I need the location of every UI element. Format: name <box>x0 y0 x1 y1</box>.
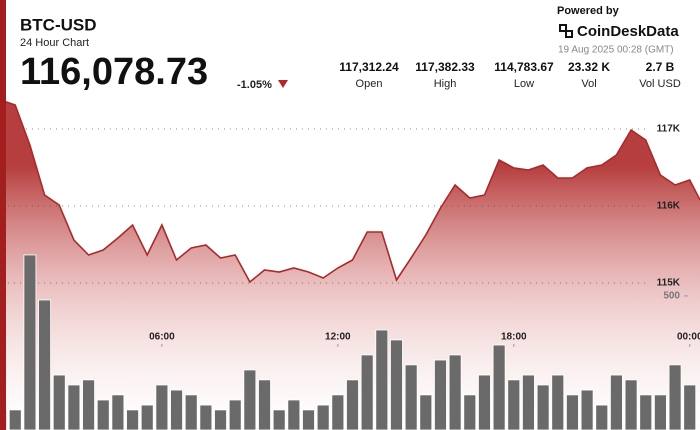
volume-bar <box>668 364 682 430</box>
symbol: BTC-USD <box>20 15 97 34</box>
stat-label: Vol USD <box>639 78 681 90</box>
volume-bar <box>302 409 315 430</box>
price: 116,078.73 <box>20 51 208 93</box>
timestamp: 19 Aug 2025 00:28 (GMT) <box>558 45 674 56</box>
volume-bar <box>551 374 565 430</box>
volume-bar <box>199 404 213 430</box>
volume-bar <box>67 384 81 430</box>
volume-bar <box>375 329 389 430</box>
stat-label: Open <box>356 78 383 90</box>
volume-bar <box>170 389 183 430</box>
volume-bar <box>463 394 477 430</box>
volume-bar <box>96 399 110 430</box>
volume-bar <box>243 369 257 430</box>
volume-bar <box>639 394 653 430</box>
y-tick-label: 117K <box>657 124 681 135</box>
volume-bar <box>23 254 37 430</box>
subtitle: 24 Hour Chart <box>20 37 89 49</box>
stat-value: 2.7 B <box>646 60 675 74</box>
x-tick-label: 12:00 <box>325 332 351 343</box>
volume-bar <box>419 394 433 430</box>
volume-bar <box>390 339 403 430</box>
volume-bar <box>492 344 506 430</box>
x-tick-label: 00:00 <box>677 332 700 343</box>
volume-bar <box>111 394 125 430</box>
price-area <box>0 100 700 430</box>
volume-bar <box>287 399 301 430</box>
stats: 117,312.24 Open 117,382.33 High 114,783.67 Lo… <box>339 60 681 90</box>
volume-bar <box>316 404 330 430</box>
volume-bar <box>654 394 667 430</box>
down-arrow <box>278 80 288 88</box>
stat-label: High <box>434 78 457 90</box>
line-layer <box>0 99 700 284</box>
volume-bar <box>610 374 623 430</box>
stat-label: Low <box>514 78 534 90</box>
price-line <box>0 99 700 284</box>
volume-bar <box>258 379 271 430</box>
stat-value: 114,783.67 <box>494 60 554 74</box>
volume-bar <box>126 409 139 430</box>
grid-layer <box>8 128 645 284</box>
volume-bar <box>434 359 447 430</box>
volume-bar <box>448 354 462 430</box>
stat-value: 23.32 K <box>568 60 610 74</box>
stat-label: Vol <box>581 78 596 90</box>
area-layer <box>0 100 700 430</box>
volume-bar <box>478 374 491 430</box>
volume-bar <box>522 374 535 430</box>
label-layer: 115K 116K 117K 06:00 12:00 18:00 00:00 500 <box>149 124 700 347</box>
volume-bar <box>536 384 550 430</box>
accent-bar <box>0 0 6 430</box>
x-tick-label: 18:00 <box>501 332 527 343</box>
volume-bar <box>624 379 638 430</box>
volume-bar <box>38 299 51 430</box>
plot: 115K 116K 117K 06:00 12:00 18:00 00:00 500 <box>0 99 700 430</box>
volume-bar <box>52 374 66 430</box>
y-tick-label: 116K <box>657 201 681 212</box>
volume-bar <box>140 404 154 430</box>
volume-bar <box>155 384 169 430</box>
volume-bar <box>360 354 374 430</box>
y-tick-label: 115K <box>657 278 681 289</box>
volume-bar <box>580 389 594 430</box>
volume-bar <box>272 409 286 430</box>
volume-bar <box>566 394 579 430</box>
volume-bar <box>404 364 418 430</box>
volume-tick-label: 500 <box>663 291 680 302</box>
logo-icon <box>559 24 573 38</box>
stat-value: 117,312.24 <box>339 60 399 74</box>
volume-bar <box>346 379 359 430</box>
volume-bar <box>8 409 22 430</box>
volume-bar <box>184 394 198 430</box>
bar-layer <box>0 254 697 430</box>
powered-by: Powered by <box>557 5 620 17</box>
stat-value: 117,382.33 <box>415 60 475 74</box>
volume-bar <box>595 404 609 430</box>
volume-bar <box>82 379 95 430</box>
volume-bar <box>331 394 345 430</box>
volume-bar <box>683 384 697 430</box>
volume-bar <box>507 379 521 430</box>
change: -1.05% <box>237 79 272 91</box>
volume-bar <box>214 409 227 430</box>
x-tick-label: 06:00 <box>149 332 175 343</box>
volume-bar <box>228 399 242 430</box>
brand: CoinDeskData <box>577 23 679 40</box>
